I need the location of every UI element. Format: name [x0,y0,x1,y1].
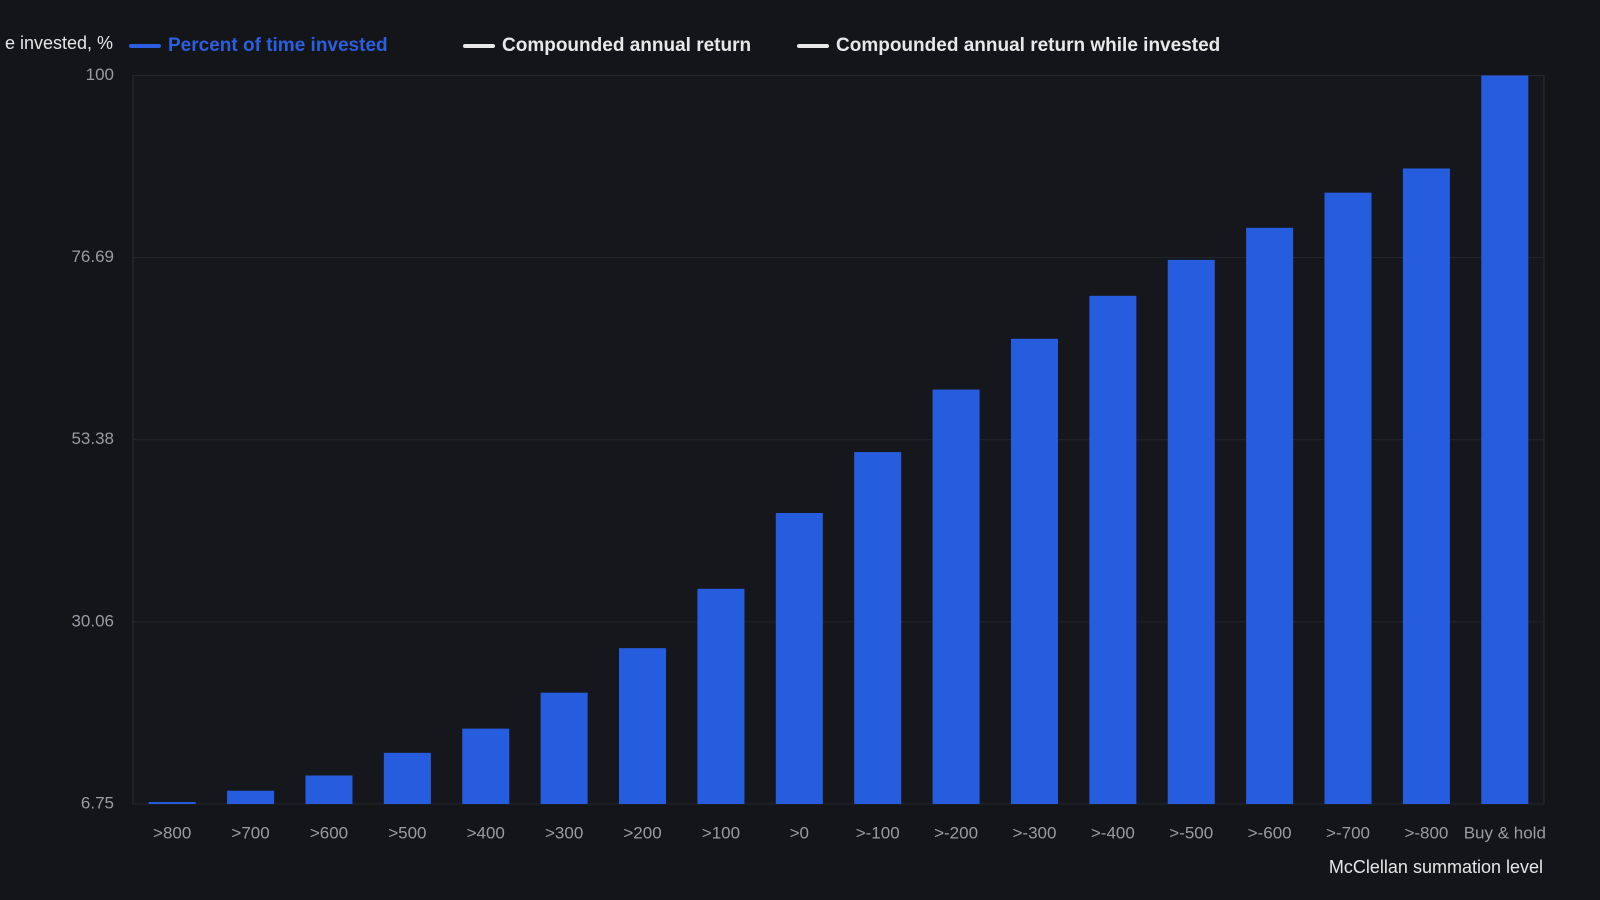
x-tick-label: >-300 [1012,823,1056,842]
x-tick-label: >-200 [934,823,978,842]
x-tick-label: >400 [467,823,505,842]
y-tick-label: 76.69 [71,247,114,266]
x-tick-label: Buy & hold [1464,823,1546,842]
x-tick-label: >-500 [1169,823,1213,842]
bar [383,752,431,804]
x-tick-label: >-600 [1248,823,1292,842]
bar [1089,295,1137,804]
legend-label: Percent of time invested [168,35,388,56]
bar [1010,338,1058,804]
bar [697,588,745,804]
x-tick-label: >500 [388,823,426,842]
x-tick-label: >100 [702,823,740,842]
y-tick-label: 6.75 [81,793,114,812]
bar [1324,192,1372,804]
x-tick-label: >-800 [1404,823,1448,842]
x-tick-label: >0 [790,823,809,842]
x-tick-label: >-100 [856,823,900,842]
bar [540,692,588,804]
x-tick-label: >700 [231,823,269,842]
x-tick-label: >600 [310,823,348,842]
y-tick-label: 100 [86,65,114,84]
bar [1167,259,1215,804]
bar [148,802,196,804]
y-axis-label: e invested, % [5,33,113,53]
bar [1481,75,1529,804]
x-axis-label: McClellan summation level [1329,857,1543,877]
bar [775,512,823,804]
x-tick-label: >-400 [1091,823,1135,842]
bar [227,790,275,804]
x-tick-label: >200 [623,823,661,842]
y-tick-label: 30.06 [71,611,114,630]
legend-label: Compounded annual return [502,35,751,56]
y-tick-label: 53.38 [71,429,114,448]
bar [462,728,510,804]
bar [932,389,980,804]
bar [1246,227,1294,805]
bar [305,775,353,804]
x-tick-label: >800 [153,823,191,842]
legend-label: Compounded annual return while invested [836,35,1220,56]
x-tick-label: >300 [545,823,583,842]
bar [619,648,667,804]
x-tick-label: >-700 [1326,823,1370,842]
bar [854,452,902,804]
bar [1402,168,1450,805]
